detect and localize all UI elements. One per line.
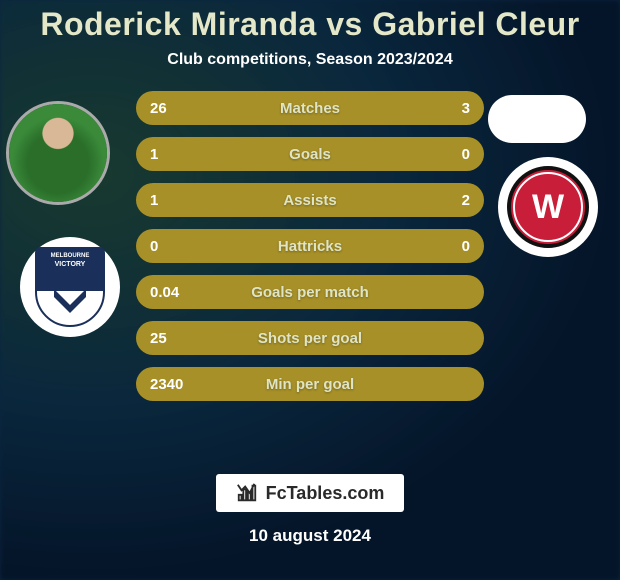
stat-label: Assists — [200, 192, 420, 209]
player-right-avatar — [488, 95, 586, 143]
stat-row: 0.04 Goals per match — [136, 275, 484, 309]
brand-badge[interactable]: FcTables.com — [216, 474, 405, 512]
stat-left-value: 0 — [150, 238, 200, 255]
stat-left-value: 0.04 — [150, 284, 200, 301]
subtitle: Club competitions, Season 2023/2024 — [0, 51, 620, 69]
stat-left-value: 1 — [150, 146, 200, 163]
stat-label: Shots per goal — [200, 330, 420, 347]
stat-right-value: 0 — [420, 238, 470, 255]
comparison-area: W 26 Matches 3 1 Goals 0 1 Assists 2 0 H… — [0, 97, 620, 427]
stat-label: Min per goal — [200, 376, 420, 393]
western-sydney-circle: W — [507, 166, 589, 248]
stat-row: 1 Assists 2 — [136, 183, 484, 217]
melbourne-victory-shield — [35, 247, 105, 327]
ws-monogram: W — [532, 188, 564, 227]
stat-left-value: 2340 — [150, 376, 200, 393]
stat-row: 0 Hattricks 0 — [136, 229, 484, 263]
stat-label: Matches — [200, 100, 420, 117]
stat-left-value: 1 — [150, 192, 200, 209]
stat-row: 1 Goals 0 — [136, 137, 484, 171]
victory-chevron-icon — [52, 287, 88, 315]
stat-row: 2340 Min per goal — [136, 367, 484, 401]
stat-label: Goals — [200, 146, 420, 163]
stat-left-value: 25 — [150, 330, 200, 347]
brand-text: FcTables.com — [266, 483, 385, 504]
stat-left-value: 26 — [150, 100, 200, 117]
page-title: Roderick Miranda vs Gabriel Cleur — [0, 6, 620, 43]
stat-right-value: 3 — [420, 100, 470, 117]
footer: FcTables.com 10 august 2024 — [0, 474, 620, 546]
stat-label: Goals per match — [200, 284, 420, 301]
stat-row: 26 Matches 3 — [136, 91, 484, 125]
stat-row: 25 Shots per goal — [136, 321, 484, 355]
stat-label: Hattricks — [200, 238, 420, 255]
stat-right-value: 2 — [420, 192, 470, 209]
bar-chart-icon — [236, 482, 258, 504]
stat-rows: 26 Matches 3 1 Goals 0 1 Assists 2 0 Hat… — [136, 91, 484, 413]
stat-right-value: 0 — [420, 146, 470, 163]
date-text: 10 august 2024 — [249, 526, 371, 546]
player-left-avatar — [6, 101, 110, 205]
club-left-badge — [20, 237, 120, 337]
club-right-badge: W — [498, 157, 598, 257]
avatar-placeholder — [9, 104, 107, 202]
